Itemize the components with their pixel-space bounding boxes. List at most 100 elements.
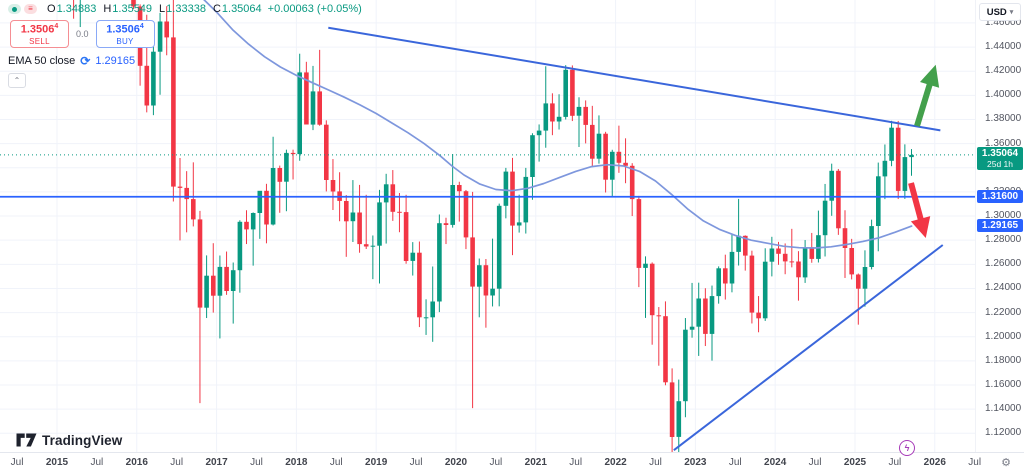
candle-body xyxy=(317,91,322,125)
bearish-arrow[interactable] xyxy=(901,180,935,240)
lightning-icon: ϟ xyxy=(904,443,910,453)
candle-body xyxy=(457,185,462,192)
currency-selector[interactable]: USD ▾ xyxy=(979,3,1021,21)
time-tick-year: 2015 xyxy=(45,457,69,468)
candle-body xyxy=(663,316,668,383)
descending-resistance[interactable] xyxy=(328,26,941,132)
candle-body xyxy=(736,235,741,252)
ema50-line[interactable] xyxy=(201,0,913,249)
chart-legend: ≡ O 1.34883 H 1.35549 L 1.33338 C 1.35064 +0… xyxy=(8,2,362,88)
candle-body xyxy=(417,252,422,318)
time-tick-year: 2023 xyxy=(684,457,707,468)
price-axis[interactable]: 1.46000 1.44000 1.42000 1.40000 1.38000 1.360… xyxy=(975,0,1024,452)
candle-body xyxy=(603,133,608,180)
tradingview-logo-icon xyxy=(16,433,37,447)
sell-button[interactable]: 1.35064 SELL xyxy=(10,20,69,48)
candle-body xyxy=(723,268,728,284)
candle-body xyxy=(177,186,183,188)
candle-body xyxy=(530,135,535,177)
candle-body xyxy=(144,65,150,106)
bull-flag-icon[interactable] xyxy=(8,4,21,14)
candle-body xyxy=(490,288,495,296)
candle-body xyxy=(151,51,156,106)
bear-flag-icon[interactable]: ≡ xyxy=(24,4,37,14)
price-tick: 1.14000 xyxy=(985,403,1022,415)
price-tick: 1.42000 xyxy=(985,65,1022,77)
bullish-arrow[interactable] xyxy=(907,62,945,129)
time-tick-month: Jul xyxy=(409,457,423,468)
candle-body xyxy=(171,37,176,187)
current-price-label: 1.35064 25d 1h xyxy=(977,146,1023,170)
candle-body xyxy=(310,91,316,125)
time-axis[interactable]: ⚙ Jul 2015 Jul 2016 Jul 2017 Jul 2018 Jul 2019 Jul… xyxy=(0,452,1024,472)
candle-body xyxy=(836,170,841,229)
candle-body xyxy=(703,298,708,334)
candle-body xyxy=(656,315,662,317)
candle-body xyxy=(876,176,881,226)
buy-button[interactable]: 1.35064 BUY xyxy=(95,20,155,48)
indicator-value: 1.29165 xyxy=(95,55,136,67)
candle-body xyxy=(782,253,788,262)
candlestick-chart[interactable] xyxy=(0,0,975,452)
candle-body xyxy=(503,171,509,206)
price-tick: 1.18000 xyxy=(985,354,1022,366)
candle-body xyxy=(463,191,469,238)
price-tick: 1.26000 xyxy=(985,258,1022,270)
price-tick: 1.24000 xyxy=(985,282,1022,294)
time-tick-year: 2019 xyxy=(365,457,388,468)
candle-body xyxy=(576,106,582,116)
candle-body xyxy=(324,124,329,180)
candle-body xyxy=(689,326,695,330)
price-tick: 1.30000 xyxy=(985,210,1022,222)
currency-label: USD xyxy=(986,6,1007,18)
candle-body xyxy=(430,301,435,318)
ascending-support[interactable] xyxy=(673,244,944,451)
candle-body xyxy=(443,223,449,225)
candle-body xyxy=(629,165,635,200)
collapse-legend-button[interactable]: ⌃ xyxy=(8,73,26,88)
candle-body xyxy=(550,103,555,122)
timezone-settings-icon[interactable]: ⚙ xyxy=(1001,457,1011,469)
candle-body xyxy=(184,187,189,200)
candle-body xyxy=(809,247,815,259)
price-tick: 1.36000 xyxy=(985,137,1022,149)
refresh-icon[interactable]: ⟳ xyxy=(80,54,91,68)
low-label: L xyxy=(159,3,166,15)
candle-body xyxy=(284,152,289,182)
high-label: H xyxy=(103,3,112,15)
candle-body xyxy=(131,0,136,7)
candle-body xyxy=(157,21,163,52)
price-tick: 1.22000 xyxy=(985,306,1022,318)
candle-body xyxy=(563,69,568,117)
time-tick-year: 2024 xyxy=(764,457,787,468)
candle-body xyxy=(623,162,628,166)
candle-body xyxy=(230,270,236,291)
event-marker[interactable]: ϟ xyxy=(899,440,915,456)
low-value: 1.33338 xyxy=(166,3,206,15)
candle-body xyxy=(211,275,216,296)
time-tick-month: Jul xyxy=(968,457,982,468)
candle-body xyxy=(363,244,369,247)
chevron-up-icon: ⌃ xyxy=(13,76,21,85)
indicator-row-ema50[interactable]: EMA 50 close ⟳ 1.29165 xyxy=(8,55,362,67)
candle-body xyxy=(709,296,715,334)
change-value: +0.00063 (+0.05%) xyxy=(267,3,362,15)
close-value: 1.35064 xyxy=(221,3,262,15)
candle-body xyxy=(357,212,362,245)
candle-body xyxy=(683,329,688,402)
time-tick-month: Jul xyxy=(170,457,184,468)
time-tick-month: Jul xyxy=(888,457,902,468)
time-tick-year: 2017 xyxy=(205,457,228,468)
candle-body xyxy=(244,221,249,230)
open-value: 1.34883 xyxy=(56,3,97,15)
level-price-label: 1.31600 xyxy=(977,189,1023,203)
candle-body xyxy=(377,202,382,246)
time-tick-year: 2022 xyxy=(604,457,627,468)
candle-body xyxy=(290,152,296,155)
candle-body xyxy=(789,261,795,263)
candle-body xyxy=(257,190,263,213)
time-tick-month: Jul xyxy=(808,457,822,468)
dot-icon xyxy=(12,6,17,12)
caret-down-icon: ▾ xyxy=(1009,9,1014,16)
candle-body xyxy=(470,237,475,287)
